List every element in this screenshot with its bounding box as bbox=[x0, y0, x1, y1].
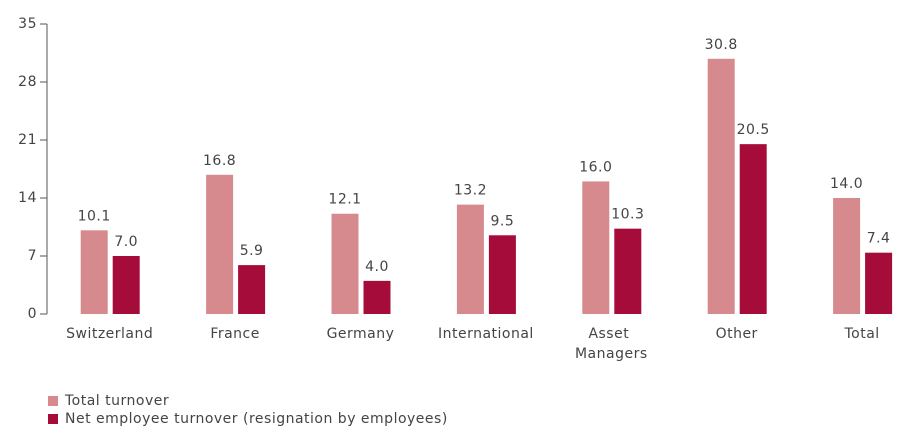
bar bbox=[80, 230, 108, 314]
value-label: 12.1 bbox=[328, 192, 361, 208]
value-label: 9.5 bbox=[491, 213, 515, 229]
bar bbox=[238, 265, 266, 314]
bar bbox=[456, 204, 484, 314]
value-label: 16.0 bbox=[579, 159, 612, 175]
bar bbox=[488, 235, 516, 314]
bar bbox=[707, 58, 735, 314]
y-tick-label: 0 bbox=[28, 306, 37, 322]
bar bbox=[865, 252, 893, 314]
value-label: 30.8 bbox=[705, 37, 738, 53]
legend-label: Net employee turnover (resignation by em… bbox=[65, 411, 448, 427]
x-tick-label: International bbox=[438, 326, 534, 342]
bar bbox=[582, 181, 610, 314]
x-tick-label-line: Managers bbox=[575, 346, 648, 362]
y-tick-label: 7 bbox=[28, 248, 37, 264]
y-tick-label: 21 bbox=[18, 132, 37, 148]
value-label: 10.1 bbox=[78, 208, 111, 224]
value-label: 20.5 bbox=[737, 122, 770, 138]
x-tick-label: Total bbox=[843, 326, 879, 342]
bar bbox=[614, 228, 642, 314]
value-label: 13.2 bbox=[454, 183, 487, 199]
bar bbox=[363, 280, 391, 314]
legend-swatch bbox=[48, 396, 58, 406]
x-tick-label: Other bbox=[716, 326, 758, 342]
bar bbox=[112, 256, 140, 314]
legend-label: Total turnover bbox=[64, 393, 169, 409]
value-label: 16.8 bbox=[203, 153, 236, 169]
value-label: 14.0 bbox=[830, 176, 863, 192]
bar bbox=[833, 198, 861, 314]
x-tick-label-line: Asset bbox=[588, 326, 634, 342]
x-tick-label: France bbox=[210, 326, 260, 342]
legend-swatch bbox=[48, 414, 58, 424]
bar bbox=[331, 213, 359, 314]
y-tick-label: 14 bbox=[18, 190, 37, 206]
value-label: 7.4 bbox=[867, 231, 891, 247]
x-tick-label: Germany bbox=[327, 326, 395, 342]
value-label: 7.0 bbox=[114, 234, 138, 250]
x-tick-label: Switzerland bbox=[66, 326, 153, 342]
value-label: 10.3 bbox=[611, 207, 644, 223]
bar bbox=[206, 174, 234, 314]
y-tick-label: 28 bbox=[18, 74, 37, 90]
value-label: 5.9 bbox=[240, 243, 264, 259]
bar bbox=[739, 144, 767, 314]
x-tick-label: Asset Managers bbox=[575, 326, 648, 362]
y-tick-label: 35 bbox=[18, 16, 37, 32]
value-label: 4.0 bbox=[365, 259, 389, 275]
